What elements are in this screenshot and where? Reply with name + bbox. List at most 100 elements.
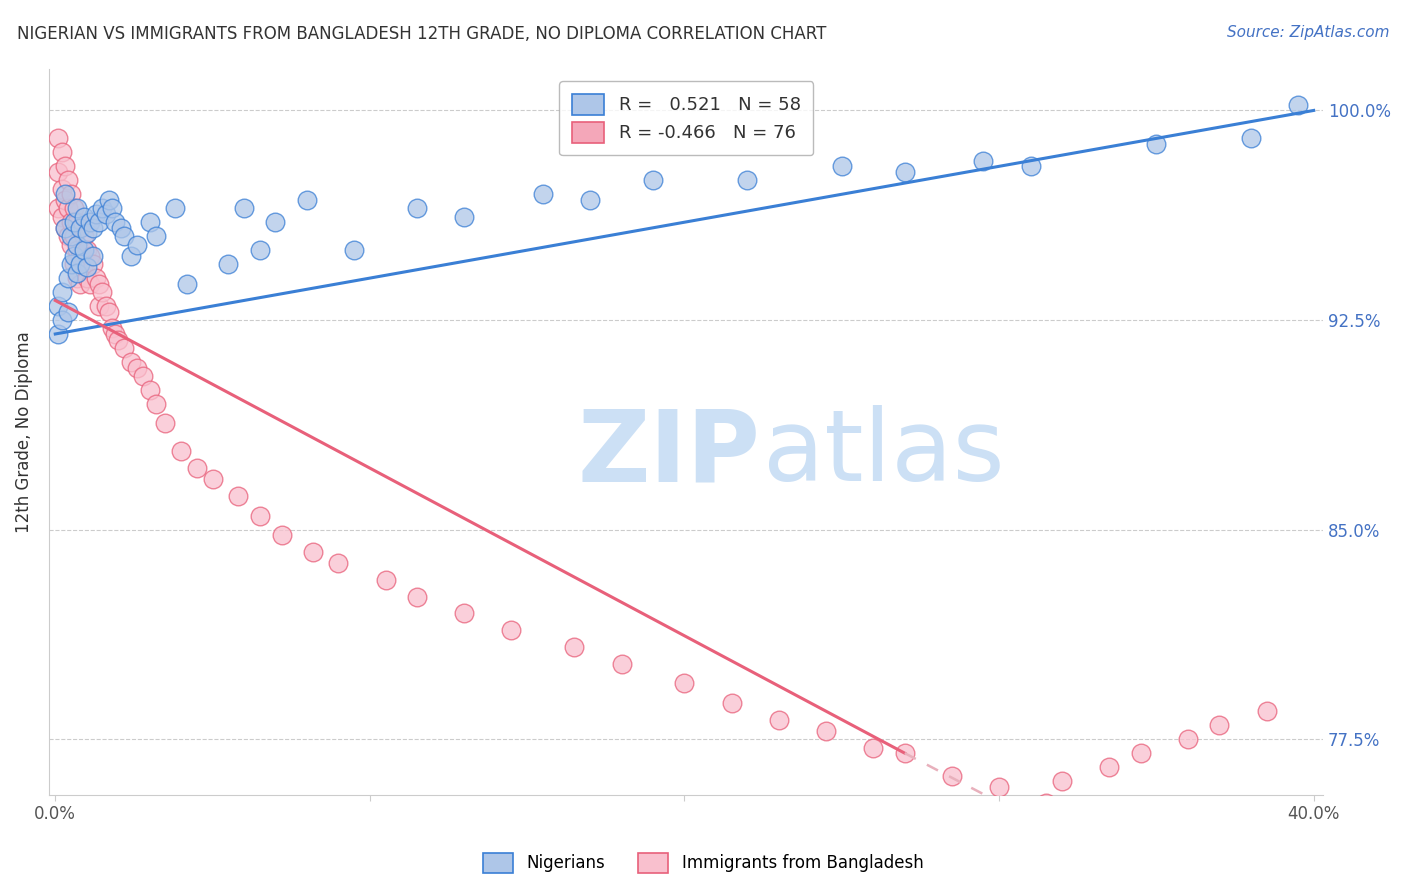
Point xyxy=(217,257,239,271)
Point xyxy=(89,277,111,291)
Point xyxy=(453,607,475,621)
Y-axis label: 12th Grade, No Diploma: 12th Grade, No Diploma xyxy=(15,331,32,533)
Point xyxy=(53,193,76,207)
Point xyxy=(101,321,124,335)
Point xyxy=(59,257,82,271)
Point xyxy=(264,215,287,229)
Point xyxy=(120,249,142,263)
Legend: R =   0.521   N = 58, R = -0.466   N = 76: R = 0.521 N = 58, R = -0.466 N = 76 xyxy=(560,81,813,155)
Point xyxy=(53,187,76,202)
Point xyxy=(48,165,70,179)
Point xyxy=(815,723,838,738)
Point xyxy=(1286,98,1309,112)
Point xyxy=(69,257,91,271)
Point xyxy=(1019,159,1042,173)
Point xyxy=(69,220,91,235)
Point xyxy=(120,355,142,369)
Point xyxy=(1177,732,1199,747)
Point xyxy=(76,271,98,285)
Point xyxy=(82,220,104,235)
Point xyxy=(104,326,127,341)
Point xyxy=(406,590,429,604)
Point xyxy=(48,326,70,341)
Text: Source: ZipAtlas.com: Source: ZipAtlas.com xyxy=(1226,25,1389,40)
Point xyxy=(66,243,89,257)
Point xyxy=(56,201,79,215)
Point xyxy=(579,193,602,207)
Point xyxy=(249,243,271,257)
Point xyxy=(51,210,73,224)
Point xyxy=(114,341,136,355)
Point xyxy=(132,368,155,383)
Point xyxy=(1035,797,1057,811)
Point xyxy=(972,153,994,168)
Point xyxy=(453,210,475,224)
Point xyxy=(94,207,117,221)
Point xyxy=(145,229,167,244)
Point xyxy=(72,210,94,224)
Point xyxy=(63,249,86,263)
Point xyxy=(76,243,98,257)
Point xyxy=(59,237,82,252)
Point xyxy=(63,215,86,229)
Point xyxy=(1144,136,1167,151)
Point xyxy=(84,207,107,221)
Point xyxy=(69,220,91,235)
Point xyxy=(125,237,148,252)
Point xyxy=(295,193,318,207)
Point xyxy=(176,277,198,291)
Point xyxy=(328,556,350,570)
Point xyxy=(53,220,76,235)
Point xyxy=(91,285,114,299)
Point xyxy=(673,676,696,690)
Point xyxy=(97,193,120,207)
Point xyxy=(84,271,107,285)
Point xyxy=(89,215,111,229)
Point xyxy=(53,220,76,235)
Point xyxy=(79,277,101,291)
Point xyxy=(302,545,325,559)
Point xyxy=(53,159,76,173)
Text: ZIP: ZIP xyxy=(578,405,761,502)
Point xyxy=(1208,718,1230,732)
Point xyxy=(893,165,915,179)
Point xyxy=(72,257,94,271)
Point xyxy=(59,187,82,202)
Point xyxy=(1098,760,1121,774)
Text: atlas: atlas xyxy=(762,405,1004,502)
Point xyxy=(145,397,167,411)
Point xyxy=(1240,131,1263,145)
Point xyxy=(76,227,98,241)
Point xyxy=(48,299,70,313)
Point xyxy=(63,257,86,271)
Point xyxy=(531,187,554,202)
Point xyxy=(91,201,114,215)
Point xyxy=(406,201,429,215)
Point xyxy=(155,417,177,431)
Point xyxy=(1256,704,1278,718)
Point xyxy=(201,472,224,486)
Point xyxy=(48,131,70,145)
Point xyxy=(69,249,91,263)
Point xyxy=(138,215,160,229)
Point xyxy=(94,299,117,313)
Point xyxy=(249,508,271,523)
Point xyxy=(66,201,89,215)
Point xyxy=(63,229,86,244)
Point xyxy=(114,229,136,244)
Point xyxy=(641,173,664,187)
Point xyxy=(107,333,129,347)
Point xyxy=(72,229,94,244)
Legend: Nigerians, Immigrants from Bangladesh: Nigerians, Immigrants from Bangladesh xyxy=(477,847,929,880)
Point xyxy=(186,461,208,475)
Point xyxy=(56,271,79,285)
Point xyxy=(66,271,89,285)
Text: NIGERIAN VS IMMIGRANTS FROM BANGLADESH 12TH GRADE, NO DIPLOMA CORRELATION CHART: NIGERIAN VS IMMIGRANTS FROM BANGLADESH 1… xyxy=(17,25,827,43)
Point xyxy=(51,145,73,160)
Point xyxy=(82,257,104,271)
Point xyxy=(374,573,396,587)
Point xyxy=(1129,746,1152,760)
Point xyxy=(104,215,127,229)
Point xyxy=(66,215,89,229)
Point xyxy=(138,383,160,397)
